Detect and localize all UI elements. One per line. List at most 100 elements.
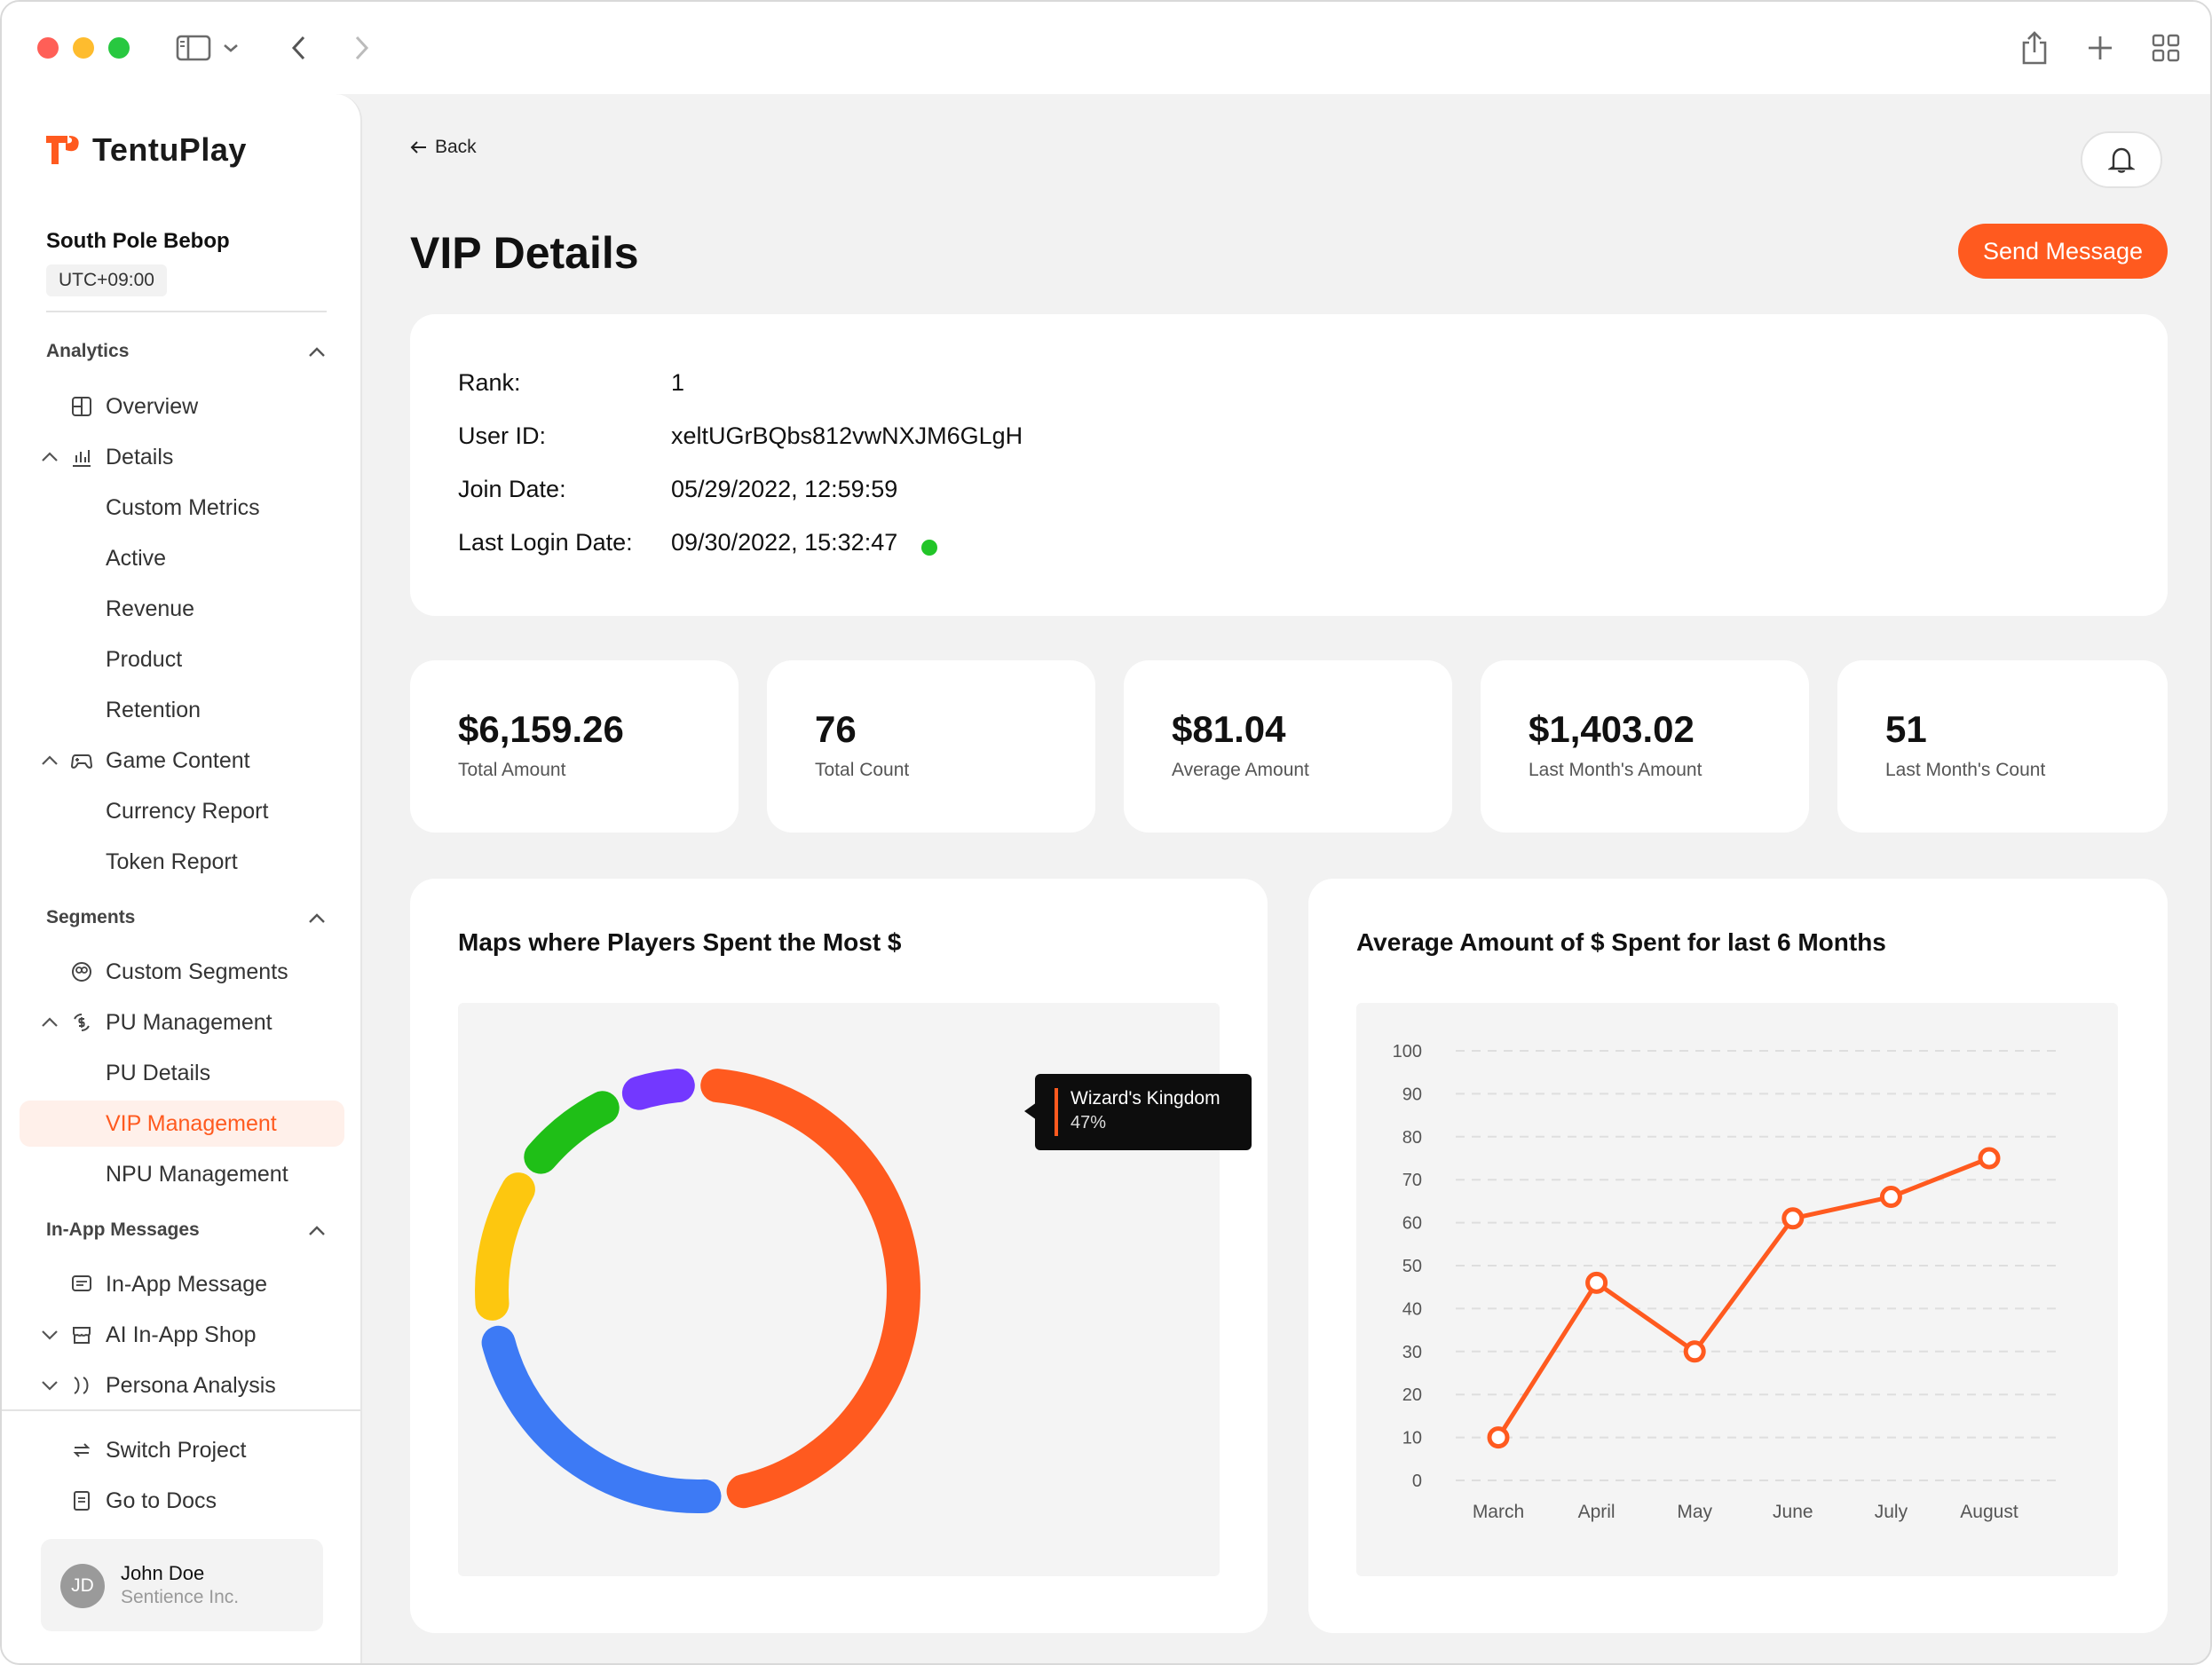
- y-tick-label: 70: [1402, 1171, 1422, 1190]
- zoom-window-button[interactable]: [108, 37, 130, 59]
- tentuplay-logo-icon: [46, 136, 79, 164]
- dollar-cycle-icon: [74, 1014, 90, 1031]
- y-tick-label: 100: [1393, 1042, 1422, 1061]
- sidebar-item-label: VIP Management: [106, 1110, 277, 1136]
- y-tick-label: 0: [1412, 1472, 1422, 1491]
- line-point[interactable]: [1487, 1426, 1510, 1449]
- tooltip-series-value: 47%: [1070, 1113, 1107, 1132]
- line-point[interactable]: [1585, 1271, 1608, 1294]
- donut-chart-area: Wizard's Kingdom 47%: [458, 1003, 1252, 1576]
- back-link[interactable]: Back: [410, 137, 477, 158]
- donut-slice[interactable]: [524, 1091, 620, 1174]
- sidebar-item-revenue[interactable]: Revenue: [20, 586, 344, 632]
- stat-label: Average Amount: [1172, 760, 1309, 780]
- segments-section-header[interactable]: Segments: [46, 907, 136, 927]
- chevron-up-icon[interactable]: [307, 909, 327, 928]
- stat-label: Total Count: [815, 760, 910, 780]
- chevron-down-icon[interactable]: [218, 27, 243, 69]
- stat-card-last-month-count: 51 Last Month's Count: [1837, 660, 2168, 832]
- sidebar-item-active[interactable]: Active: [20, 535, 344, 581]
- donut-slice[interactable]: [481, 1325, 722, 1513]
- sidebar-item-label: Switch Project: [106, 1437, 247, 1463]
- sidebar-item-currency-report[interactable]: Currency Report: [20, 788, 344, 834]
- chevron-up-icon[interactable]: [307, 1221, 327, 1241]
- stat-label: Last Month's Amount: [1529, 760, 1702, 780]
- sidebar-item-label: In-App Message: [106, 1271, 268, 1297]
- page-title: VIP Details: [410, 228, 639, 278]
- last-login-label: Last Login Date:: [458, 529, 633, 556]
- sidebar-item-game-content[interactable]: Game Content: [20, 738, 344, 784]
- user-organization: Sentience Inc.: [121, 1587, 240, 1607]
- stat-value: 51: [1885, 708, 1927, 750]
- stat-card-total-count: 76 Total Count: [767, 660, 1095, 832]
- back-label: Back: [435, 137, 477, 157]
- y-tick-label: 50: [1402, 1257, 1422, 1276]
- sidebar-item-label: Go to Docs: [106, 1487, 217, 1513]
- sidebar-item-vip-management[interactable]: VIP Management: [20, 1101, 344, 1147]
- sidebar-item-inapp-message[interactable]: In-App Message: [20, 1261, 344, 1307]
- donut-slice[interactable]: [621, 1069, 695, 1110]
- donut-slice[interactable]: [475, 1172, 535, 1321]
- sidebar-item-token-report[interactable]: Token Report: [20, 839, 344, 885]
- line-chart-card: Average Amount of $ Spent for last 6 Mon…: [1308, 879, 2168, 1633]
- sidebar-toggle-icon[interactable]: [172, 27, 215, 69]
- sidebar-item-pu-details[interactable]: PU Details: [20, 1050, 344, 1096]
- analytics-section-header[interactable]: Analytics: [46, 341, 130, 361]
- sidebar-item-retention[interactable]: Retention: [20, 687, 344, 733]
- sidebar-item-overview[interactable]: Overview: [20, 383, 344, 430]
- share-icon[interactable]: [2013, 27, 2056, 69]
- notifications-button[interactable]: [2081, 131, 2162, 188]
- brand-logo[interactable]: TentuPlay: [44, 131, 247, 169]
- stat-value: $81.04: [1172, 708, 1286, 750]
- y-tick-label: 80: [1402, 1128, 1422, 1148]
- sidebar-item-ai-inapp-shop[interactable]: AI In-App Shop: [20, 1312, 344, 1358]
- online-status-dot: [921, 540, 937, 556]
- line-point[interactable]: [1879, 1186, 1902, 1209]
- line-chart-title: Average Amount of $ Spent for last 6 Mon…: [1356, 928, 1886, 956]
- chevron-down-icon: [42, 1381, 58, 1391]
- sidebar-item-switch-project[interactable]: Switch Project: [20, 1427, 344, 1473]
- sidebar-item-label: PU Details: [106, 1060, 211, 1085]
- x-tick-label: July: [1875, 1502, 1908, 1522]
- user-profile-card[interactable]: JD John Doe Sentience Inc.: [41, 1539, 323, 1631]
- chevron-up-icon: [42, 452, 58, 462]
- stat-card-average-amount: $81.04 Average Amount: [1124, 660, 1452, 832]
- tab-overview-icon[interactable]: [2145, 27, 2187, 69]
- sidebar-item-persona-analysis[interactable]: Persona Analysis: [20, 1362, 344, 1409]
- back-nav-icon[interactable]: [277, 27, 320, 69]
- message-icon: [72, 1275, 91, 1291]
- sidebar-item-label: Currency Report: [106, 798, 269, 824]
- donut-chart-card: Maps where Players Spent the Most $ Wiza…: [410, 879, 1268, 1633]
- send-message-button[interactable]: Send Message: [1958, 224, 2168, 279]
- chevron-up-icon[interactable]: [307, 343, 327, 362]
- donut-slice[interactable]: [700, 1069, 920, 1509]
- sidebar-item-npu-management[interactable]: NPU Management: [20, 1151, 344, 1197]
- minimize-window-button[interactable]: [73, 37, 94, 59]
- y-tick-label: 20: [1402, 1385, 1422, 1405]
- sidebar-item-product[interactable]: Product: [20, 636, 344, 683]
- brand-name: TentuPlay: [92, 131, 247, 168]
- gamepad-icon: [71, 754, 92, 769]
- line-chart-area: 0 10 20 30 40 50 60 70 80 90 100 March April May June J…: [1356, 1003, 2118, 1576]
- tooltip-pointer: [1024, 1102, 1037, 1120]
- join-date-label: Join Date:: [458, 476, 566, 502]
- line-point[interactable]: [1683, 1340, 1706, 1363]
- sidebar-item-label: AI In-App Shop: [106, 1322, 257, 1347]
- sidebar-item-go-to-docs[interactable]: Go to Docs: [20, 1478, 344, 1524]
- sidebar-item-custom-segments[interactable]: Custom Segments: [20, 949, 344, 995]
- stat-card-last-month-amount: $1,403.02 Last Month's Amount: [1481, 660, 1809, 832]
- y-tick-label: 40: [1402, 1299, 1422, 1319]
- sidebar-item-details[interactable]: Details: [20, 434, 344, 480]
- sidebar-item-label: Game Content: [106, 747, 250, 773]
- sidebar-item-custom-metrics[interactable]: Custom Metrics: [20, 485, 344, 531]
- line-point[interactable]: [1978, 1147, 2001, 1170]
- timezone-badge: UTC+09:00: [46, 264, 167, 296]
- grid-icon: [72, 397, 91, 416]
- new-tab-icon[interactable]: [2079, 27, 2121, 69]
- forward-nav-icon[interactable]: [341, 27, 383, 69]
- user-id-label: User ID:: [458, 422, 547, 449]
- inapp-section-header[interactable]: In-App Messages: [46, 1219, 200, 1240]
- close-window-button[interactable]: [37, 37, 59, 59]
- sidebar-item-pu-management[interactable]: PU Management: [20, 999, 344, 1046]
- line-point[interactable]: [1781, 1207, 1805, 1230]
